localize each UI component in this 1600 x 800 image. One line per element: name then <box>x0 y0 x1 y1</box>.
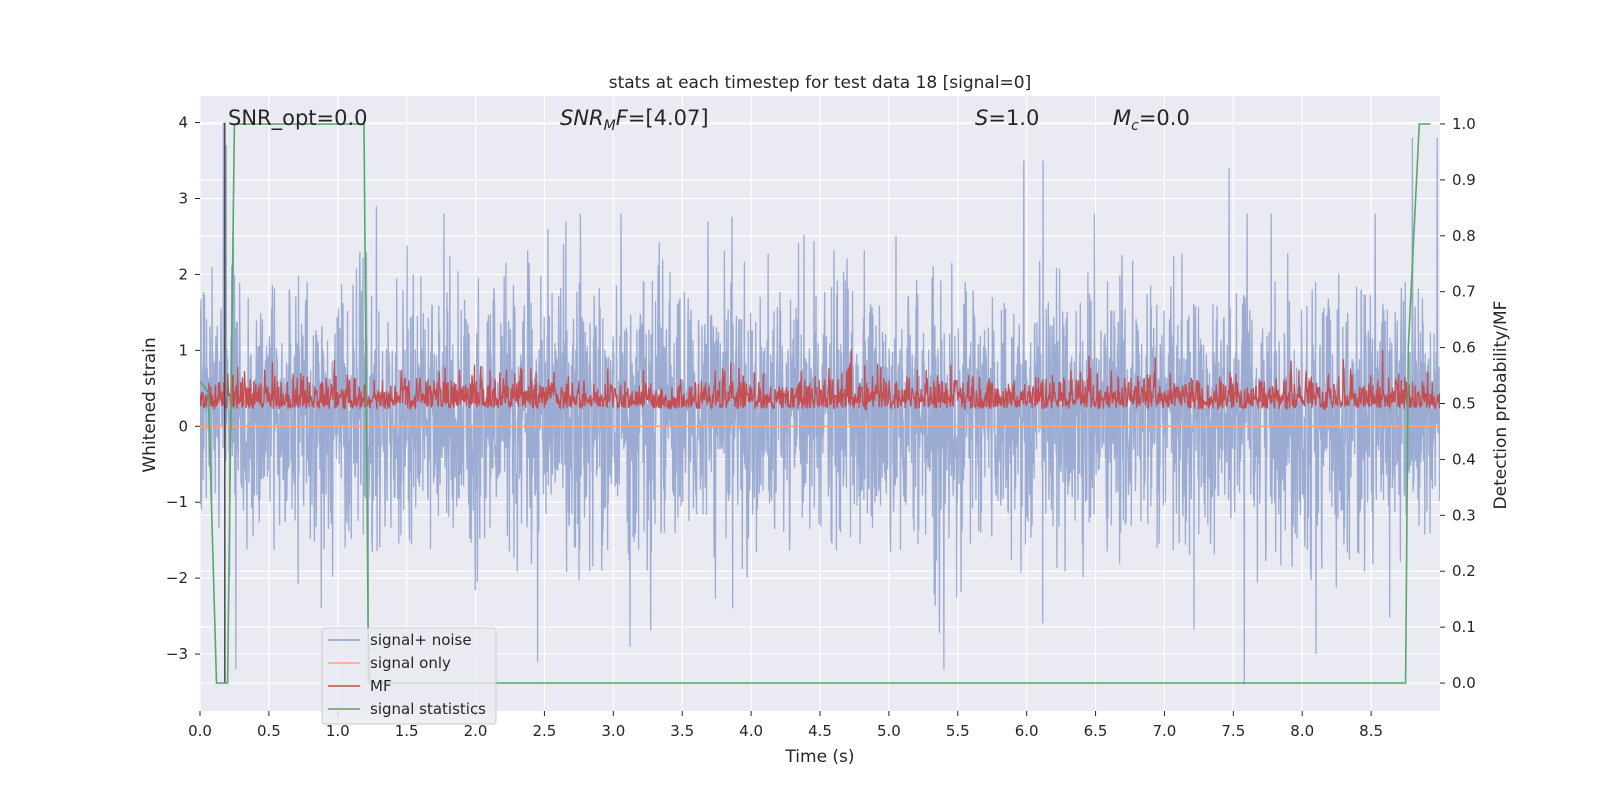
y-tick-label: 0 <box>178 417 188 435</box>
x-tick-label: 1.5 <box>395 722 419 740</box>
y2-tick-label: 0.3 <box>1452 506 1476 524</box>
y2-tick-label: 0.4 <box>1452 450 1476 468</box>
x-tick-label: 6.0 <box>1015 722 1039 740</box>
legend-box <box>321 627 497 725</box>
y2-tick-label: 0.7 <box>1452 283 1476 301</box>
x-tick-label: 2.0 <box>464 722 488 740</box>
x-tick-label: 4.0 <box>739 722 763 740</box>
legend-label-mf: MF <box>370 677 392 695</box>
x-tick-label: 7.0 <box>1153 722 1177 740</box>
legend-label-signal-statistics: signal statistics <box>370 700 486 718</box>
x-tick-label: 8.5 <box>1359 722 1383 740</box>
y2-tick-label: 0.6 <box>1452 339 1476 357</box>
y-tick-label: 4 <box>178 114 188 132</box>
y2-tick-label: 0.5 <box>1452 395 1476 413</box>
x-tick-label: 0.5 <box>257 722 281 740</box>
y-tick-label: −1 <box>166 493 188 511</box>
x-tick-label: 1.0 <box>326 722 350 740</box>
x-tick-label: 0.0 <box>188 722 212 740</box>
x-tick-label: 5.0 <box>877 722 901 740</box>
y2-tick-label: 0.2 <box>1452 562 1476 580</box>
y-axis-label: Whitened strain <box>140 337 160 472</box>
annotation-s: S=1.0 <box>975 106 1039 130</box>
y2-tick-label: 0.8 <box>1452 227 1476 245</box>
x-tick-label: 5.5 <box>946 722 970 740</box>
x-tick-label: 6.5 <box>1084 722 1108 740</box>
series-signal-statistics <box>200 123 1431 684</box>
series-mf <box>200 349 1440 411</box>
x-tick-label: 2.5 <box>533 722 557 740</box>
annotation-mc: Mc=0.0 <box>1113 106 1190 134</box>
chart-title: stats at each timestep for test data 18 … <box>609 73 1032 93</box>
x-axis-ticks: 0.0 0.5 1.0 1.5 2.0 2.5 3.0 3.5 4.0 4.5 5.0 5.5 6.0 6… <box>188 711 1383 740</box>
x-tick-label: 4.5 <box>808 722 832 740</box>
x-tick-label: 3.0 <box>601 722 625 740</box>
x-tick-label: 8.0 <box>1290 722 1314 740</box>
x-tick-label: 7.5 <box>1221 722 1245 740</box>
y2-tick-label: 0.1 <box>1452 618 1476 636</box>
y2-tick-label: 0.9 <box>1452 171 1476 189</box>
x-axis-label: Time (s) <box>784 747 854 767</box>
y-tick-label: 2 <box>178 265 188 283</box>
annotation-snr-mf: SNRMF=[4.07] <box>560 106 709 134</box>
y-tick-label: −2 <box>166 569 188 587</box>
legend: signal+ noise signal only MF signal stat… <box>321 627 497 725</box>
y-tick-label: 3 <box>178 190 188 208</box>
y2-axis-ticks: 0.0 0.1 0.2 0.3 0.4 0.5 0.6 0.7 0.8 0.9 1.0 <box>1440 115 1476 692</box>
y2-tick-label: 0.0 <box>1452 674 1476 692</box>
y-tick-label: −3 <box>166 645 188 663</box>
y-tick-label: 1 <box>178 341 188 359</box>
y2-tick-label: 1.0 <box>1452 115 1476 133</box>
legend-label-signal-noise: signal+ noise <box>370 631 472 649</box>
x-tick-label: 3.5 <box>670 722 694 740</box>
y2-axis-label: Detection probability/MF <box>1491 301 1511 510</box>
annotation-snr-opt: SNR_opt=0.0 <box>228 106 368 131</box>
legend-label-signal-only: signal only <box>370 654 451 672</box>
y-axis-ticks: −3 −2 −1 0 1 2 3 4 <box>166 114 200 663</box>
